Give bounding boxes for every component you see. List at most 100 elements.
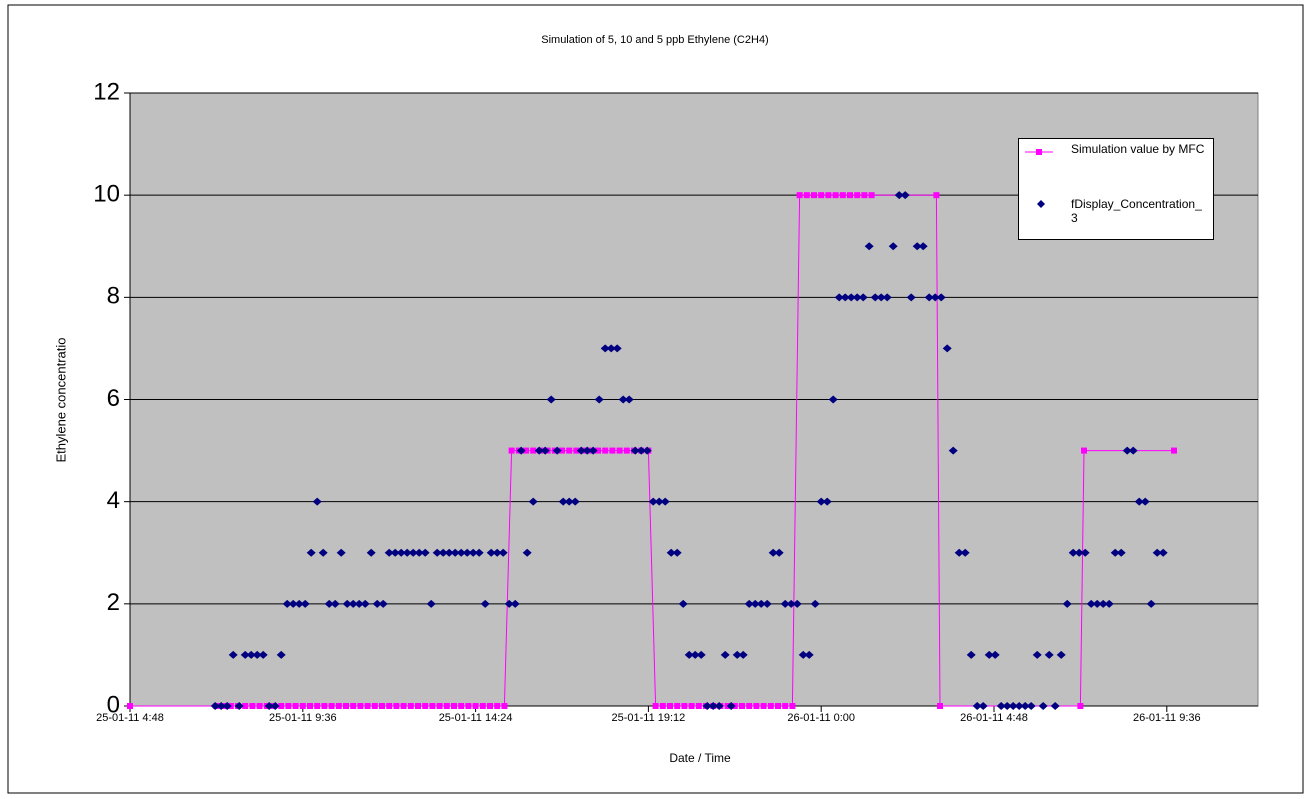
data-point (834, 293, 844, 302)
data-point (858, 293, 868, 302)
data-point (702, 702, 712, 710)
data-point (576, 446, 586, 455)
data-point (240, 650, 250, 659)
data-point (582, 446, 592, 455)
y-axis-label: Ethylene concentratio (53, 337, 68, 462)
data-point (1038, 702, 1048, 710)
data-point (1081, 447, 1087, 454)
data-point (894, 191, 904, 200)
data-point (354, 599, 364, 608)
data-point (276, 650, 286, 659)
data-point (720, 650, 730, 659)
data-point (127, 703, 133, 709)
data-point (933, 192, 940, 199)
data-point (436, 703, 443, 709)
data-point (612, 344, 622, 353)
data-point (546, 395, 556, 404)
data-point (618, 395, 628, 404)
data-point (256, 703, 263, 709)
data-point (516, 446, 526, 455)
chart-title: Simulation of 5, 10 and 5 ppb Ethylene (… (541, 34, 768, 46)
data-point (458, 703, 465, 709)
data-point (652, 703, 659, 709)
data-point (307, 703, 313, 709)
data-point (864, 242, 874, 251)
data-point (868, 192, 875, 199)
data-point (828, 395, 838, 404)
data-point (552, 446, 562, 455)
data-point (780, 599, 790, 608)
x-tick-label: 25-01-11 9:36 (269, 712, 337, 724)
data-point (450, 548, 460, 557)
data-point (954, 548, 964, 557)
data-point (210, 702, 220, 710)
data-point (1014, 702, 1024, 710)
x-tick-label: 26-01-11 0:00 (787, 712, 855, 724)
data-point (798, 650, 808, 659)
data-point (803, 192, 810, 199)
data-point (796, 192, 803, 199)
data-point (792, 599, 802, 608)
data-point (328, 703, 335, 709)
data-point (775, 703, 781, 709)
data-point (343, 703, 349, 709)
data-point (451, 703, 457, 709)
data-point (918, 242, 928, 251)
data-point (1086, 599, 1096, 608)
data-point (659, 703, 666, 709)
data-point (379, 703, 385, 709)
data-point (1152, 548, 1162, 557)
data-point (1062, 599, 1072, 608)
data-point (249, 703, 256, 709)
data-point (948, 446, 958, 455)
data-point (818, 192, 825, 199)
data-point (465, 703, 472, 709)
data-point (1020, 702, 1030, 710)
data-point (479, 703, 486, 709)
data-point (372, 599, 382, 608)
data-point (242, 703, 249, 709)
data-point (732, 650, 742, 659)
data-point (501, 703, 508, 709)
data-point (462, 548, 472, 557)
data-point (564, 497, 574, 506)
data-point (753, 703, 760, 709)
data-point (558, 497, 568, 506)
data-point (738, 650, 748, 659)
data-point (768, 548, 778, 557)
y-tick-label: 6 (107, 385, 120, 412)
data-point (623, 447, 630, 454)
data-point (972, 702, 982, 710)
data-point (678, 599, 688, 608)
data-point (882, 293, 892, 302)
data-point (258, 650, 268, 659)
data-point (350, 703, 357, 709)
data-point (984, 650, 994, 659)
data-point (534, 446, 544, 455)
data-point (264, 702, 274, 710)
data-point (674, 703, 681, 709)
data-point (861, 192, 868, 199)
data-point (816, 497, 826, 506)
data-point (1077, 703, 1084, 709)
data-point (1050, 702, 1060, 710)
data-point (234, 702, 244, 710)
data-point (415, 703, 421, 709)
data-point (335, 703, 342, 709)
data-point (750, 599, 760, 608)
data-point (695, 703, 702, 709)
data-point (654, 497, 664, 506)
data-point (566, 447, 573, 454)
data-point (468, 548, 478, 557)
data-point (996, 702, 1006, 710)
data-point (900, 191, 910, 200)
data-point (429, 703, 436, 709)
legend-diamond (1037, 200, 1045, 208)
x-tick-label: 25-01-11 14:24 (439, 712, 513, 724)
data-point (390, 548, 400, 557)
data-point (688, 703, 695, 709)
data-point (371, 703, 378, 709)
data-point (400, 703, 407, 709)
data-point (606, 344, 616, 353)
data-point (1056, 650, 1066, 659)
